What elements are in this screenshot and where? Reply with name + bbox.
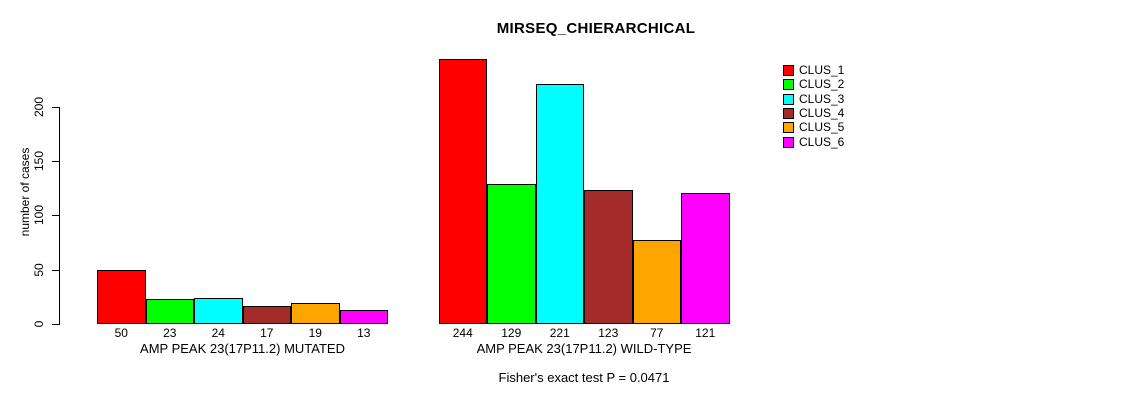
bar-value-label: 129 (501, 326, 522, 340)
bar-value-label: 244 (452, 326, 473, 340)
legend-swatch-clus_5 (783, 122, 794, 134)
bar-value-label: 13 (357, 326, 371, 340)
legend-swatch-clus_3 (783, 93, 794, 105)
bar-clus_3-group1 (194, 297, 243, 324)
group-label: AMP PEAK 23(17P11.2) WILD-TYPE (476, 341, 692, 356)
bar-value-label: 23 (163, 326, 177, 340)
bar-value-label: 24 (211, 326, 225, 340)
legend-swatch-clus_4 (783, 107, 794, 119)
legend-label: CLUS_4 (799, 105, 845, 120)
y-axis-label: number of cases (18, 147, 32, 237)
y-axis-tick-label: 0 (32, 320, 46, 328)
bar-clus_5-group1 (291, 303, 340, 324)
group-label: AMP PEAK 23(17P11.2) MUTATED (140, 341, 345, 356)
bar-clus_2-group2 (487, 183, 536, 324)
fisher-test-note: Fisher's exact test P = 0.0471 (498, 370, 670, 385)
y-axis-tick-label: 200 (32, 96, 46, 117)
legend-label: CLUS_2 (799, 77, 845, 92)
y-axis-tick (52, 106, 59, 108)
bar-value-label: 77 (650, 326, 664, 340)
y-axis-tick (52, 324, 59, 325)
bar-value-label: 123 (598, 326, 619, 340)
legend-label: CLUS_3 (799, 91, 845, 106)
y-axis-tick-label: 100 (32, 205, 46, 226)
y-axis-line (59, 106, 60, 325)
y-axis-tick (52, 161, 59, 163)
y-axis-tick-label: 50 (32, 263, 46, 277)
legend-label: CLUS_5 (799, 120, 845, 135)
bar-value-label: 50 (114, 326, 128, 340)
bar-clus_2-group1 (145, 299, 194, 324)
y-axis-tick (52, 269, 59, 271)
bar-clus_5-group2 (632, 240, 681, 324)
y-axis-tick (52, 215, 59, 217)
y-axis-tick-label: 150 (32, 151, 46, 172)
bar-clus_6-group2 (681, 192, 730, 324)
legend-label: CLUS_1 (799, 63, 845, 77)
bar-value-label: 121 (695, 326, 716, 340)
legend-swatch-clus_6 (783, 136, 794, 148)
legend-swatch-clus_1 (783, 65, 794, 76)
bar-clus_6-group1 (339, 309, 388, 324)
bar-clus_4-group2 (584, 190, 633, 324)
bar-clus_1-group2 (438, 59, 487, 324)
bar-clus_1-group1 (97, 269, 146, 324)
bar-value-label: 17 (260, 326, 274, 340)
bar-value-label: 19 (308, 326, 322, 340)
bar-clus_4-group1 (242, 305, 291, 324)
legend-swatch-clus_2 (783, 79, 794, 91)
chart-title: MIRSEQ_CHIERARCHICAL (496, 20, 696, 37)
legend-label: CLUS_6 (799, 134, 845, 149)
bar-value-label: 221 (549, 326, 570, 340)
bar-clus_3-group2 (535, 83, 584, 324)
